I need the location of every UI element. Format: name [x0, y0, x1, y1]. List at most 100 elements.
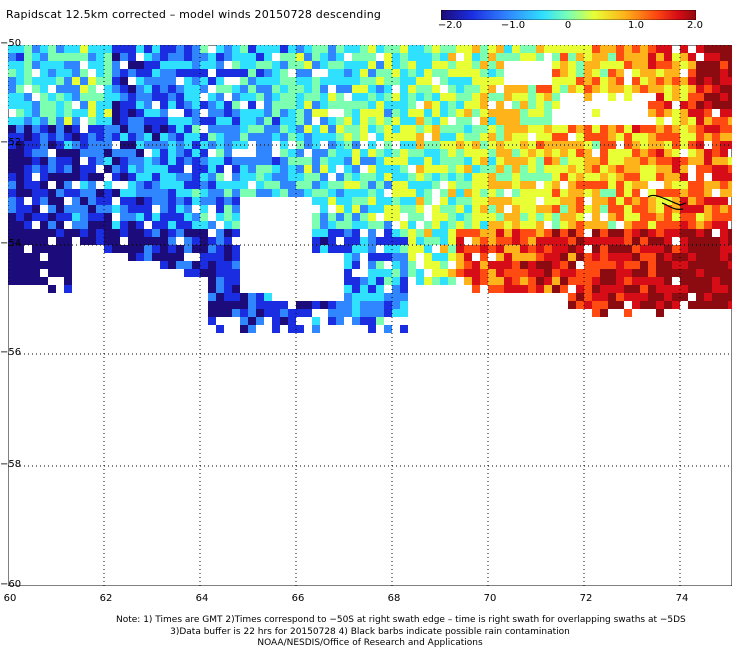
- wind-diff-cell: [632, 197, 640, 205]
- wind-diff-cell: [688, 197, 696, 205]
- wind-diff-cell: [216, 101, 224, 109]
- wind-diff-cell: [704, 53, 712, 61]
- wind-diff-cell: [40, 173, 48, 181]
- wind-diff-cell: [456, 229, 464, 237]
- wind-diff-cell: [232, 269, 240, 277]
- wind-diff-cell: [680, 213, 688, 221]
- wind-diff-cell: [600, 125, 608, 133]
- wind-diff-cell: [472, 277, 480, 285]
- wind-diff-cell: [280, 117, 288, 125]
- wind-diff-cell: [456, 45, 464, 53]
- wind-diff-cell: [88, 45, 96, 53]
- wind-diff-cell: [688, 117, 696, 125]
- wind-diff-cell: [440, 101, 448, 109]
- wind-diff-cell: [632, 61, 640, 69]
- wind-diff-cell: [184, 189, 192, 197]
- wind-diff-cell: [504, 165, 512, 173]
- wind-diff-cell: [448, 189, 456, 197]
- wind-diff-cell: [168, 69, 176, 77]
- wind-diff-cell: [216, 165, 224, 173]
- wind-diff-cell: [624, 173, 632, 181]
- wind-diff-cell: [376, 61, 384, 69]
- wind-diff-cell: [88, 173, 96, 181]
- wind-diff-cell: [8, 157, 16, 165]
- wind-diff-cell: [728, 181, 732, 189]
- wind-diff-cell: [48, 53, 56, 61]
- wind-diff-cell: [680, 109, 688, 117]
- wind-diff-cell: [464, 213, 472, 221]
- data-cells: [8, 45, 732, 333]
- wind-diff-cell: [408, 133, 416, 141]
- wind-diff-cell: [536, 253, 544, 261]
- wind-diff-cell: [128, 61, 136, 69]
- wind-diff-cell: [416, 269, 424, 277]
- wind-diff-cell: [472, 229, 480, 237]
- wind-diff-cell: [720, 181, 728, 189]
- wind-diff-cell: [40, 45, 48, 53]
- wind-diff-cell: [328, 309, 336, 317]
- wind-diff-cell: [312, 213, 320, 221]
- wind-diff-cell: [320, 85, 328, 93]
- wind-diff-cell: [280, 173, 288, 181]
- wind-diff-cell: [112, 45, 120, 53]
- wind-diff-cell: [56, 117, 64, 125]
- wind-diff-cell: [128, 237, 136, 245]
- wind-diff-cell: [568, 277, 576, 285]
- wind-diff-cell: [464, 221, 472, 229]
- wind-diff-cell: [112, 157, 120, 165]
- wind-diff-cell: [512, 157, 520, 165]
- wind-diff-cell: [72, 45, 80, 53]
- wind-diff-cell: [32, 157, 40, 165]
- wind-diff-cell: [656, 165, 664, 173]
- wind-diff-cell: [480, 45, 488, 53]
- wind-diff-cell: [64, 261, 72, 269]
- wind-diff-cell: [448, 237, 456, 245]
- wind-diff-cell: [632, 285, 640, 293]
- wind-diff-cell: [392, 253, 400, 261]
- wind-diff-cell: [160, 261, 168, 269]
- wind-diff-cell: [40, 181, 48, 189]
- wind-diff-cell: [624, 197, 632, 205]
- wind-diff-cell: [104, 197, 112, 205]
- wind-diff-cell: [416, 173, 424, 181]
- wind-diff-cell: [728, 109, 732, 117]
- x-tick-label: 66: [291, 593, 305, 604]
- wind-diff-cell: [264, 69, 272, 77]
- wind-diff-cell: [24, 173, 32, 181]
- wind-diff-cell: [720, 85, 728, 93]
- wind-diff-cell: [400, 205, 408, 213]
- wind-diff-cell: [216, 325, 224, 333]
- wind-diff-cell: [608, 301, 616, 309]
- wind-diff-cell: [320, 181, 328, 189]
- wind-diff-cell: [88, 221, 96, 229]
- wind-diff-cell: [640, 285, 648, 293]
- wind-diff-cell: [576, 125, 584, 133]
- wind-diff-cell: [168, 205, 176, 213]
- wind-diff-cell: [456, 189, 464, 197]
- wind-diff-cell: [680, 85, 688, 93]
- wind-diff-cell: [280, 165, 288, 173]
- wind-diff-cell: [664, 149, 672, 157]
- wind-diff-cell: [360, 309, 368, 317]
- wind-diff-cell: [256, 61, 264, 69]
- wind-diff-cell: [592, 293, 600, 301]
- wind-diff-cell: [712, 301, 720, 309]
- wind-diff-cell: [568, 189, 576, 197]
- wind-diff-cell: [144, 45, 152, 53]
- wind-diff-cell: [240, 309, 248, 317]
- wind-diff-cell: [656, 205, 664, 213]
- wind-diff-cell: [344, 269, 352, 277]
- wind-diff-cell: [400, 109, 408, 117]
- wind-diff-cell: [168, 77, 176, 85]
- wind-diff-cell: [624, 133, 632, 141]
- wind-diff-cell: [264, 93, 272, 101]
- wind-diff-cell: [304, 109, 312, 117]
- wind-diff-cell: [720, 269, 728, 277]
- wind-diff-cell: [464, 181, 472, 189]
- wind-diff-cell: [400, 189, 408, 197]
- wind-diff-cell: [176, 69, 184, 77]
- wind-diff-cell: [528, 165, 536, 173]
- wind-diff-cell: [192, 269, 200, 277]
- wind-diff-cell: [704, 237, 712, 245]
- wind-diff-cell: [336, 205, 344, 213]
